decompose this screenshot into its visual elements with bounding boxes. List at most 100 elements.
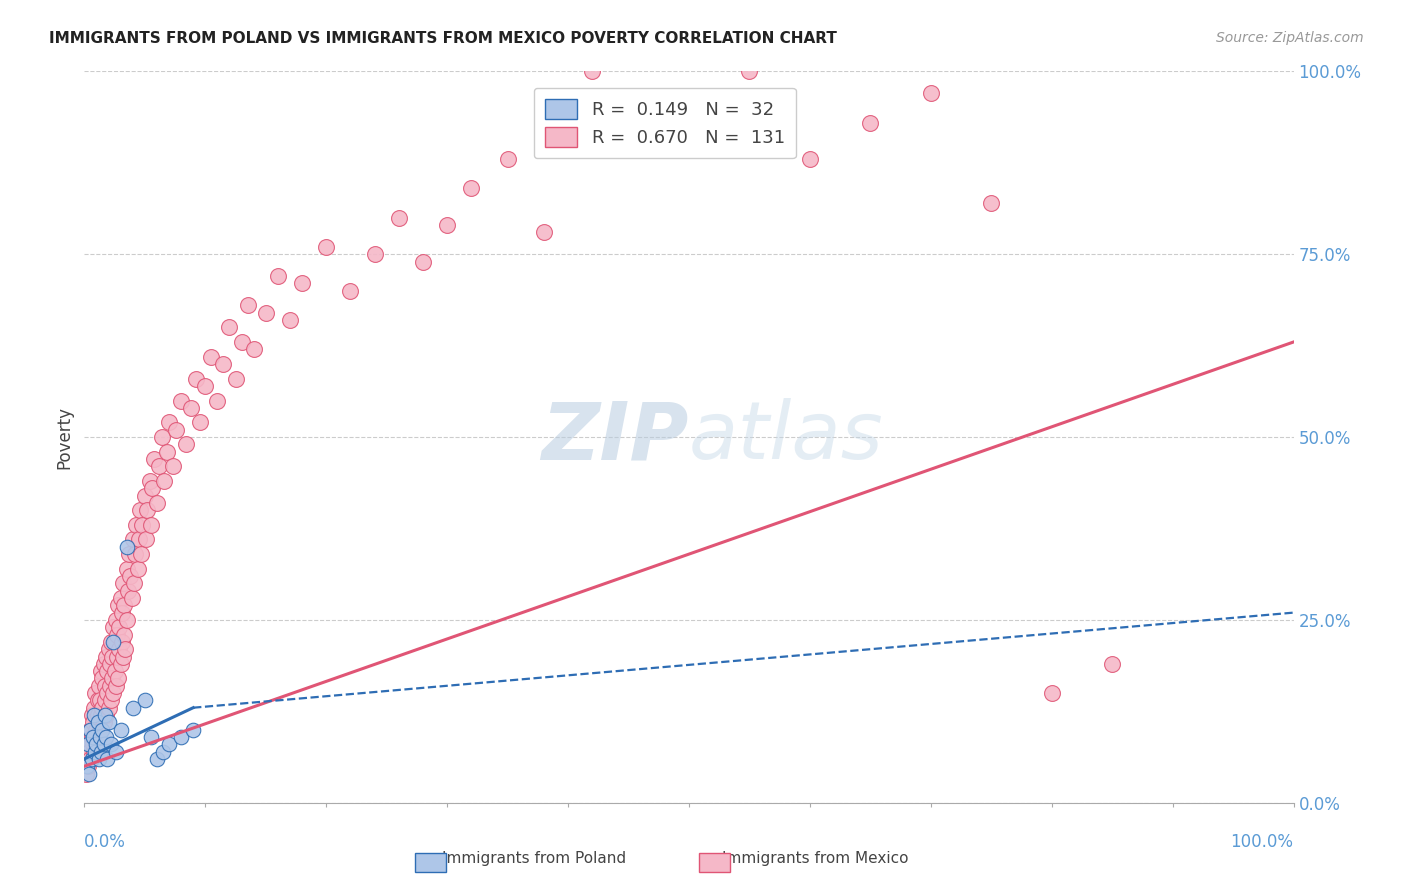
Point <box>131 517 153 532</box>
Point <box>76 752 98 766</box>
Point <box>104 679 127 693</box>
Point <box>90 708 112 723</box>
Point <box>82 730 104 744</box>
Point <box>80 752 103 766</box>
Text: Immigrants from Mexico: Immigrants from Mexico <box>723 851 908 865</box>
Point <box>89 730 111 744</box>
Point <box>96 686 118 700</box>
Point <box>97 700 120 714</box>
Point <box>93 737 115 751</box>
Point <box>112 649 135 664</box>
Point <box>83 700 105 714</box>
Point <box>141 481 163 495</box>
Point <box>79 752 101 766</box>
Point <box>89 693 111 707</box>
Point <box>388 211 411 225</box>
Point <box>136 503 159 517</box>
Point <box>101 649 124 664</box>
Text: Immigrants from Poland: Immigrants from Poland <box>443 851 626 865</box>
Point <box>738 64 761 78</box>
Point <box>104 635 127 649</box>
Point <box>83 708 105 723</box>
Point <box>110 723 132 737</box>
Point <box>110 657 132 671</box>
Point <box>75 766 97 780</box>
Point <box>77 737 100 751</box>
Point <box>117 583 139 598</box>
Point <box>146 496 169 510</box>
Text: 100.0%: 100.0% <box>1230 833 1294 851</box>
Point <box>152 745 174 759</box>
Point <box>115 613 138 627</box>
Point <box>112 627 135 641</box>
Point <box>108 642 131 657</box>
Point <box>127 562 149 576</box>
Point <box>77 737 100 751</box>
Point <box>148 459 170 474</box>
Point <box>121 591 143 605</box>
Point <box>91 672 114 686</box>
Point <box>121 700 143 714</box>
Point <box>79 723 101 737</box>
Text: IMMIGRANTS FROM POLAND VS IMMIGRANTS FROM MEXICO POVERTY CORRELATION CHART: IMMIGRANTS FROM POLAND VS IMMIGRANTS FRO… <box>49 31 837 46</box>
Point <box>96 664 118 678</box>
Point <box>87 752 110 766</box>
Text: ZIP: ZIP <box>541 398 689 476</box>
Point <box>291 277 314 291</box>
Point <box>212 357 235 371</box>
Point <box>100 737 122 751</box>
Point <box>231 334 253 349</box>
Point <box>118 547 141 561</box>
Point <box>125 517 148 532</box>
Point <box>139 517 162 532</box>
Point <box>150 430 173 444</box>
Point <box>1101 657 1123 671</box>
Point <box>129 503 152 517</box>
Point <box>146 752 169 766</box>
Point <box>94 708 117 723</box>
Point <box>124 547 146 561</box>
Point <box>98 679 121 693</box>
Point <box>110 591 132 605</box>
Point <box>115 562 138 576</box>
Point <box>104 613 127 627</box>
Point <box>581 64 603 78</box>
Point <box>94 679 117 693</box>
Point <box>93 715 115 730</box>
Point <box>86 737 108 751</box>
Point <box>242 343 264 357</box>
Point <box>82 737 104 751</box>
Point <box>139 730 162 744</box>
Point <box>165 423 187 437</box>
Point <box>236 298 259 312</box>
Point <box>170 393 193 408</box>
Point <box>278 313 301 327</box>
Point <box>103 620 125 634</box>
Point <box>920 87 942 101</box>
Point <box>86 708 108 723</box>
Point <box>121 533 143 547</box>
Point <box>174 437 197 451</box>
Point <box>181 723 204 737</box>
Point <box>225 371 247 385</box>
Point <box>82 715 104 730</box>
Point <box>134 693 156 707</box>
Point <box>254 306 277 320</box>
Point <box>84 745 107 759</box>
Point <box>93 657 115 671</box>
Point <box>114 642 136 657</box>
Point <box>122 576 145 591</box>
Point <box>207 393 229 408</box>
Point <box>412 254 434 268</box>
Point <box>180 401 202 415</box>
Point <box>80 730 103 744</box>
Point <box>128 533 150 547</box>
Point <box>94 693 117 707</box>
Point <box>104 664 127 678</box>
Point <box>112 599 135 613</box>
Point <box>190 416 212 430</box>
Point <box>86 715 108 730</box>
Point <box>120 569 142 583</box>
Point <box>315 240 337 254</box>
Point <box>157 737 180 751</box>
